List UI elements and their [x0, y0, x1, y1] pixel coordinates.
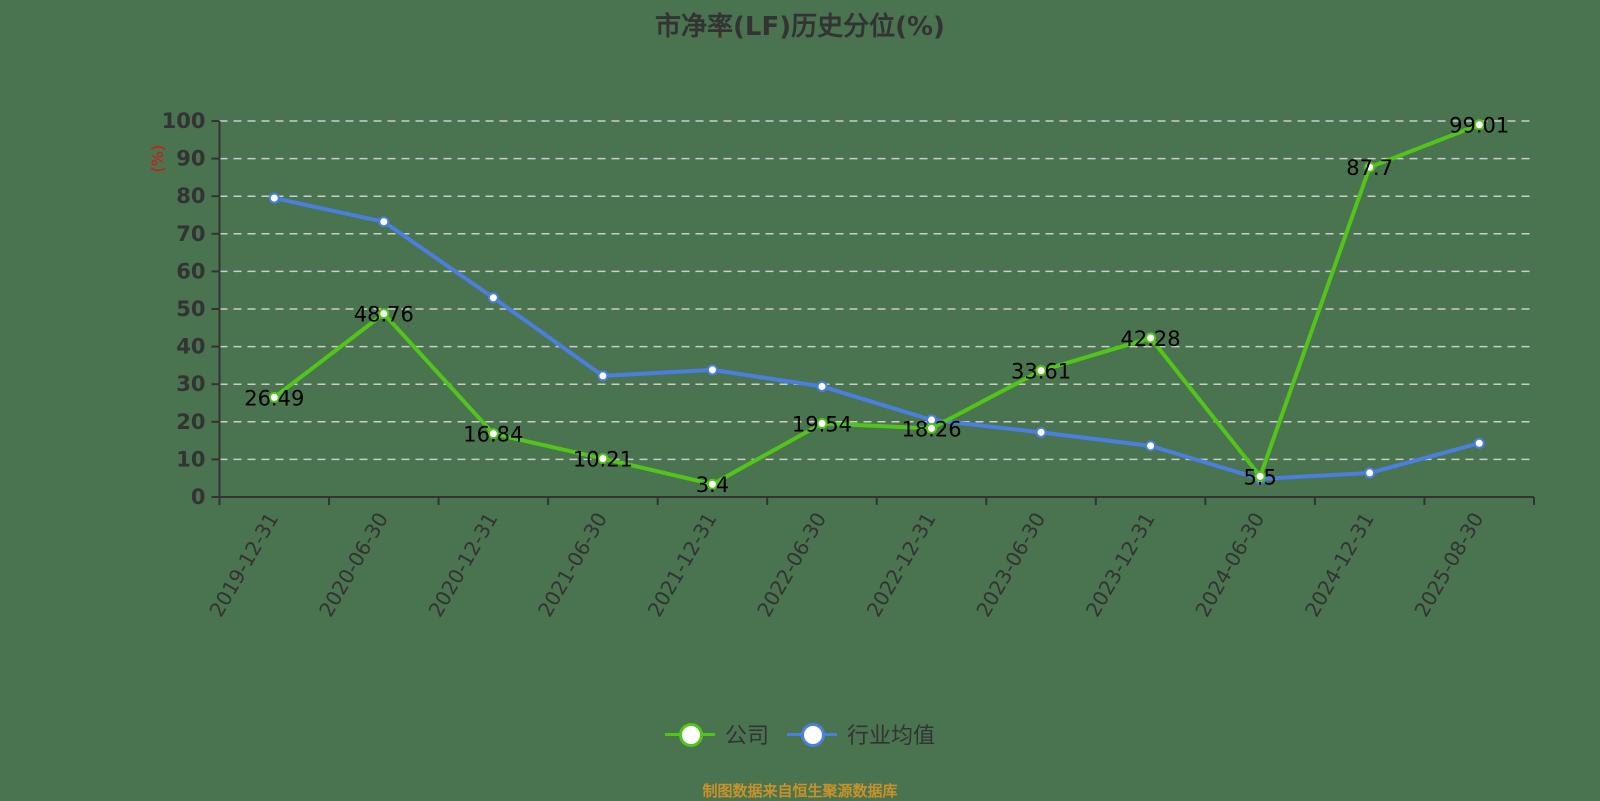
- legend-item-industry[interactable]: 行业均值: [787, 718, 935, 750]
- data-point[interactable]: [487, 428, 499, 440]
- data-label: 16.84: [463, 423, 523, 447]
- gridlines: [219, 120, 1534, 461]
- data-point[interactable]: [926, 422, 938, 434]
- data-label: 19.54: [792, 413, 852, 437]
- data-point[interactable]: [1473, 437, 1485, 449]
- legend-item-company[interactable]: 公司: [664, 718, 769, 750]
- x-tick-label: 2021-06-30: [533, 508, 612, 621]
- y-tick-label: 80: [176, 184, 205, 208]
- x-tick-label: 2025-08-30: [1409, 508, 1488, 621]
- y-tick-label: 60: [176, 259, 205, 283]
- y-tick-label: 30: [176, 372, 205, 396]
- x-tick-label: 2022-12-31: [862, 508, 941, 621]
- y-tick-label: 0: [191, 485, 206, 509]
- legend: 公司 行业均值: [0, 718, 1600, 750]
- series-line-industry: [273, 196, 1480, 481]
- data-point[interactable]: [1145, 440, 1157, 452]
- axes: 0 10 20 30 40 50 60 70 80 90 100 (%) 2019-12-31 2020-…: [148, 109, 1535, 621]
- data-point[interactable]: [1035, 426, 1047, 438]
- x-tick-label: 2023-06-30: [971, 508, 1050, 621]
- data-point[interactable]: [378, 216, 390, 228]
- y-axis-label: (%): [148, 145, 167, 173]
- x-tick-label: 2020-06-30: [314, 508, 393, 621]
- y-tick-label: 70: [176, 222, 205, 246]
- data-labels: 26.49 48.76 16.84 10.21 3.4 19.54 18.26 33.61 42…: [244, 114, 1509, 497]
- data-point[interactable]: [1364, 161, 1376, 173]
- legend-label-industry: 行业均值: [847, 724, 936, 749]
- y-tick-label: 50: [176, 297, 205, 321]
- data-point[interactable]: [487, 292, 499, 304]
- x-tick-label: 2024-12-31: [1300, 508, 1379, 621]
- data-label: 3.4: [696, 473, 729, 497]
- data-point[interactable]: [378, 308, 390, 320]
- y-tick-label: 40: [176, 335, 205, 359]
- data-label: 5.5: [1243, 465, 1276, 489]
- x-tick-label: 2021-12-31: [643, 508, 722, 621]
- data-point[interactable]: [816, 380, 828, 392]
- chart-title: 市净率(LF)历史分位(%): [655, 12, 945, 42]
- y-tick-label: 10: [176, 447, 205, 471]
- data-label: 26.49: [244, 386, 304, 410]
- data-label: 87.7: [1346, 156, 1393, 180]
- legend-marker-industry-icon: [787, 722, 837, 747]
- data-label: 18.26: [901, 417, 961, 441]
- data-point[interactable]: [268, 391, 280, 403]
- data-point[interactable]: [1145, 332, 1157, 344]
- legend-marker-company-icon: [664, 722, 715, 747]
- data-point[interactable]: [268, 192, 280, 204]
- source-footer: 制图数据来自恒生聚源数据库: [702, 782, 898, 800]
- x-tick-label: 2020-12-31: [424, 508, 503, 621]
- x-tick-label: 2023-12-31: [1081, 508, 1160, 621]
- x-tick-label: 2022-06-30: [752, 508, 831, 621]
- data-point[interactable]: [1364, 467, 1376, 479]
- data-label: 99.01: [1449, 114, 1509, 138]
- data-point[interactable]: [1254, 470, 1266, 482]
- series-line-company: [273, 122, 1480, 487]
- data-point[interactable]: [1473, 119, 1485, 131]
- data-label: 42.28: [1121, 327, 1181, 351]
- y-tick-label: 100: [162, 109, 206, 133]
- data-point[interactable]: [706, 478, 718, 490]
- series-layer: [268, 119, 1485, 490]
- data-point[interactable]: [1035, 365, 1047, 377]
- data-label: 48.76: [354, 303, 414, 327]
- y-tick-label: 20: [176, 410, 205, 434]
- data-label: 33.61: [1011, 360, 1071, 384]
- legend-label-company: 公司: [724, 724, 769, 749]
- x-tick-label: 2019-12-31: [204, 508, 283, 621]
- data-label: 10.21: [573, 448, 633, 472]
- x-tick-label: 2024-06-30: [1190, 508, 1269, 621]
- data-point[interactable]: [816, 418, 828, 430]
- y-tick-label: 90: [176, 147, 205, 171]
- data-point[interactable]: [597, 370, 609, 382]
- data-point[interactable]: [597, 453, 609, 465]
- data-point[interactable]: [706, 364, 718, 376]
